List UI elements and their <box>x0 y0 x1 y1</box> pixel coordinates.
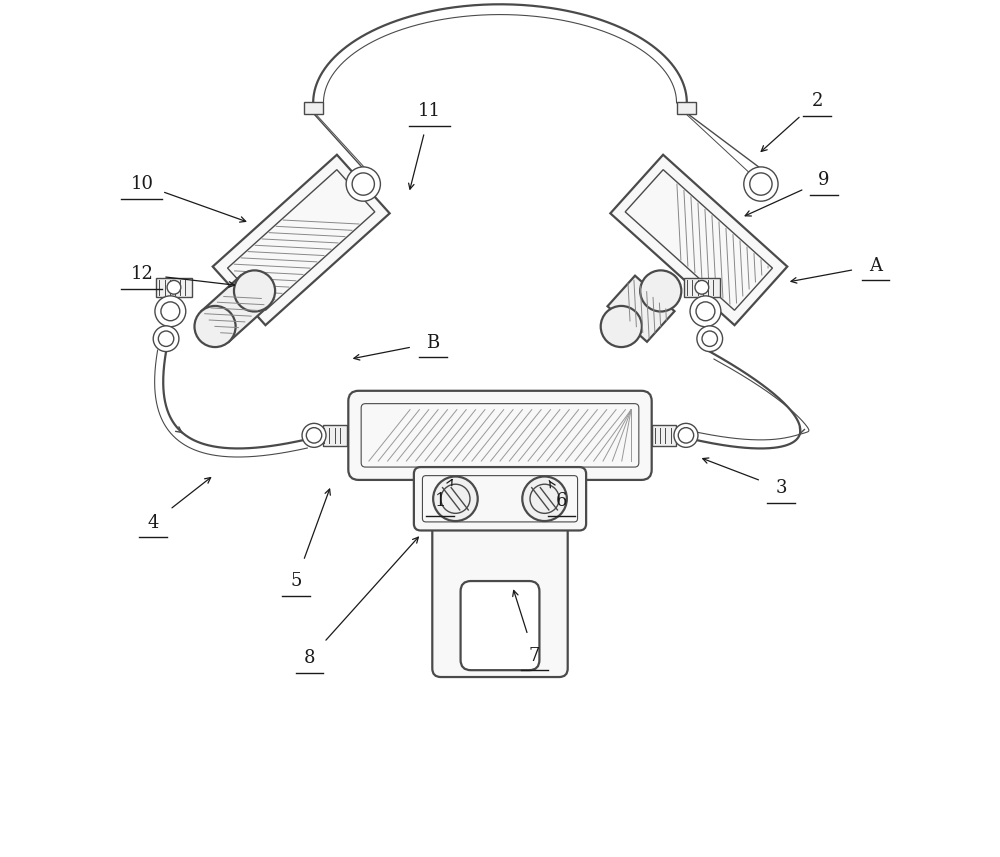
Text: 3: 3 <box>775 479 787 498</box>
Text: 1: 1 <box>434 492 446 511</box>
Circle shape <box>601 306 642 347</box>
Circle shape <box>302 423 326 447</box>
Circle shape <box>674 423 698 447</box>
FancyBboxPatch shape <box>348 391 652 480</box>
Text: 8: 8 <box>304 649 315 668</box>
Polygon shape <box>608 276 675 342</box>
Text: 11: 11 <box>418 102 441 121</box>
Polygon shape <box>610 155 787 325</box>
Text: 6: 6 <box>556 492 567 511</box>
Bar <box>304 102 323 114</box>
Text: 12: 12 <box>130 265 153 284</box>
Bar <box>652 425 676 446</box>
Text: 4: 4 <box>147 513 159 532</box>
Circle shape <box>167 280 181 294</box>
Bar <box>156 278 192 297</box>
Circle shape <box>153 326 179 351</box>
Bar <box>677 102 696 114</box>
Text: 7: 7 <box>529 646 540 665</box>
Text: B: B <box>427 333 440 352</box>
Polygon shape <box>213 155 390 325</box>
Circle shape <box>346 167 380 201</box>
FancyBboxPatch shape <box>461 581 539 670</box>
FancyBboxPatch shape <box>414 467 586 530</box>
Circle shape <box>640 270 681 311</box>
Text: 10: 10 <box>130 175 153 194</box>
Circle shape <box>234 270 275 311</box>
FancyBboxPatch shape <box>432 510 568 677</box>
Bar <box>684 278 720 297</box>
Text: A: A <box>869 256 882 275</box>
Circle shape <box>690 296 721 327</box>
Text: 9: 9 <box>818 171 830 189</box>
Text: 2: 2 <box>811 92 823 111</box>
Polygon shape <box>201 276 268 342</box>
Circle shape <box>697 326 723 351</box>
Circle shape <box>155 296 186 327</box>
Circle shape <box>744 167 778 201</box>
Circle shape <box>194 306 236 347</box>
Circle shape <box>433 476 478 521</box>
Circle shape <box>695 280 709 294</box>
Bar <box>323 425 347 446</box>
Circle shape <box>522 476 567 521</box>
Text: 5: 5 <box>290 572 302 590</box>
